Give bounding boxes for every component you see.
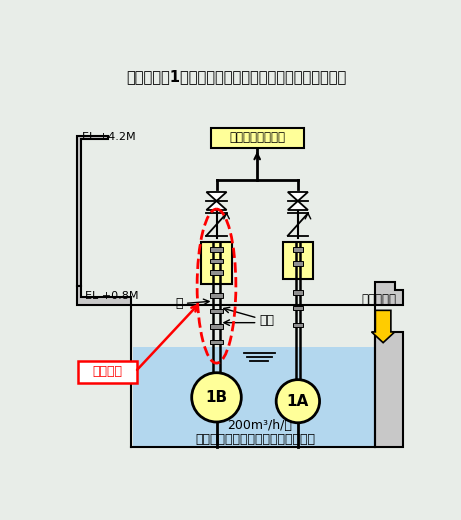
Polygon shape — [375, 332, 402, 447]
Polygon shape — [77, 285, 131, 305]
Text: 総合排水処理装置: 総合排水処理装置 — [229, 132, 285, 145]
Bar — [210, 340, 223, 344]
Text: 1B: 1B — [206, 390, 228, 405]
FancyBboxPatch shape — [211, 128, 304, 148]
Bar — [293, 322, 302, 327]
Bar — [210, 247, 223, 252]
Polygon shape — [77, 136, 108, 285]
Bar — [210, 293, 223, 298]
Polygon shape — [288, 201, 308, 210]
Bar — [293, 306, 302, 310]
Bar — [210, 259, 223, 263]
Bar — [210, 309, 223, 314]
Circle shape — [276, 380, 319, 423]
Polygon shape — [375, 282, 402, 305]
Polygon shape — [207, 201, 226, 210]
Text: 軸受: 軸受 — [259, 314, 274, 327]
Bar — [293, 290, 302, 295]
FancyArrow shape — [372, 310, 395, 343]
Text: 軸: 軸 — [176, 297, 183, 310]
Text: EL +0.8M: EL +0.8M — [85, 291, 138, 301]
Text: ２次系排水: ２次系排水 — [362, 293, 397, 306]
Text: 1A: 1A — [287, 394, 309, 409]
Polygon shape — [288, 192, 308, 201]
Bar — [293, 261, 302, 266]
Text: 200m³/h/台: 200m³/h/台 — [227, 419, 291, 432]
Bar — [293, 247, 302, 252]
Polygon shape — [133, 347, 374, 446]
Bar — [210, 270, 223, 275]
Text: EL +4.2M: EL +4.2M — [83, 132, 136, 142]
Text: 当該箇所: 当該箇所 — [92, 366, 122, 379]
Bar — [210, 324, 223, 329]
Polygon shape — [207, 192, 226, 201]
FancyBboxPatch shape — [201, 242, 232, 284]
Circle shape — [192, 373, 241, 422]
FancyBboxPatch shape — [78, 361, 136, 383]
Text: １号タービン建家非常用排水ピット: １号タービン建家非常用排水ピット — [195, 433, 315, 446]
Text: 伊方発電所1号機　タービン建家非常用排水系統概略図: 伊方発電所1号機 タービン建家非常用排水系統概略図 — [126, 69, 346, 84]
FancyBboxPatch shape — [283, 242, 313, 279]
